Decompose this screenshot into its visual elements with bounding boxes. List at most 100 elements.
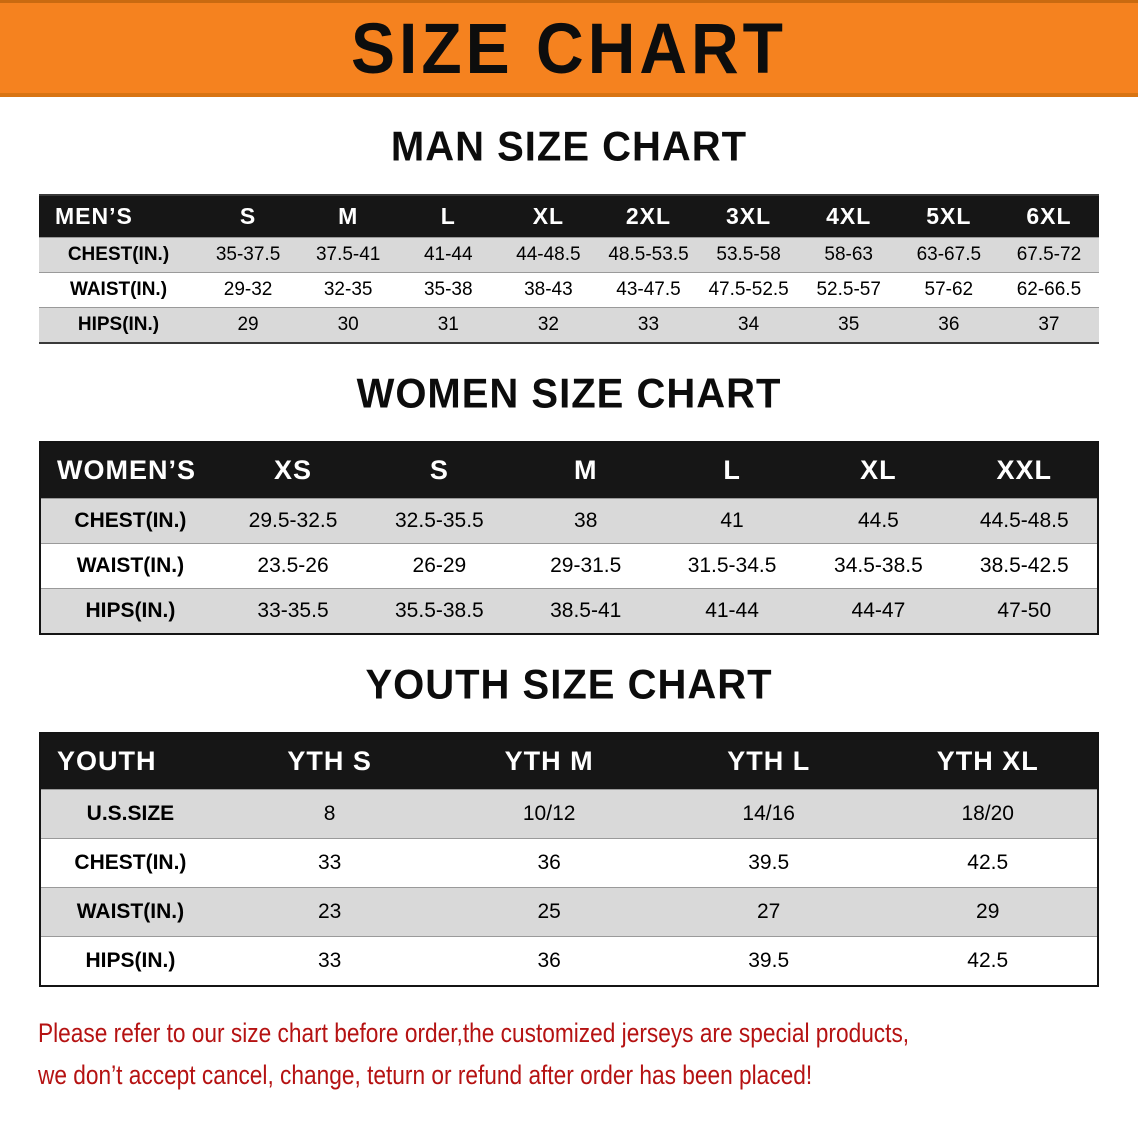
cell-value: 38.5-42.5: [979, 554, 1069, 577]
cell-value: 29: [237, 314, 259, 335]
cell-value: 36: [938, 314, 960, 335]
cell-value: 52.5-57: [816, 279, 881, 300]
cell-value: 29: [976, 900, 1000, 923]
cell-value: 67.5-72: [1016, 244, 1082, 265]
table-row: HIPS(IN.) 33 36 39.5 42.5: [40, 936, 1098, 986]
youth-size-section: YOUTH SIZE CHART YOUTH YTH S YTH M YTH L YTH…: [0, 661, 1138, 987]
cell-value: 33: [317, 851, 342, 874]
cell-value: 43-47.5: [616, 279, 681, 300]
cell-value: 33: [637, 314, 660, 335]
cell-value: 18/20: [961, 802, 1014, 825]
column-header: 3XL: [726, 203, 772, 229]
column-header: XL: [860, 455, 897, 485]
table-row: CHEST(IN.) 29.5-32.5 32.5-35.5 38 41 44.5 44.5…: [40, 498, 1098, 544]
column-header: YTH S: [287, 746, 372, 776]
row-label: HIPS(IN.): [85, 949, 176, 972]
youth-section-title: YOUTH SIZE CHART: [365, 661, 773, 709]
cell-value: 29.5-32.5: [248, 509, 338, 532]
table-row: HIPS(IN.) 29 30 31 32 33 34 35 36 37: [39, 307, 1099, 343]
men-size-table: MEN’S S M L XL 2XL 3XL 4XL 5XL 6XL CHEST(IN.) 35-37…: [39, 194, 1099, 344]
column-header: M: [338, 203, 359, 229]
cell-value: 14/16: [742, 802, 795, 825]
cell-value: 38.5-41: [550, 599, 622, 622]
notice-line-1: Please refer to our size chart before or…: [38, 1018, 910, 1048]
table-header-row: MEN’S S M L XL 2XL 3XL 4XL 5XL 6XL: [39, 195, 1099, 238]
cell-value: 35-37.5: [215, 244, 281, 265]
table-corner-label: YOUTH: [57, 746, 157, 776]
cell-value: 23.5-26: [257, 554, 329, 577]
cell-value: 32: [537, 314, 559, 335]
row-label: HIPS(IN.): [85, 599, 176, 622]
cell-value: 8: [323, 802, 336, 825]
column-header: 6XL: [1026, 203, 1072, 229]
cell-value: 53.5-58: [716, 244, 781, 265]
column-header: M: [573, 455, 598, 485]
cell-value: 35: [838, 314, 860, 335]
column-header: L: [723, 455, 741, 485]
cell-value: 37.5-41: [315, 244, 381, 265]
women-size-table: WOMEN’S XS S M L XL XXL CHEST(IN.) 29.5-32.5 32.5…: [39, 441, 1099, 635]
men-section-title: MAN SIZE CHART: [390, 123, 748, 171]
cell-value: 33: [317, 949, 342, 972]
cell-value: 62-66.5: [1016, 279, 1082, 300]
row-label: WAIST(IN.): [76, 900, 185, 923]
cell-value: 57-62: [924, 279, 974, 300]
table-row: CHEST(IN.) 35-37.5 37.5-41 41-44 44-48.5 48.5…: [39, 237, 1099, 273]
column-header: XXL: [996, 455, 1053, 485]
cell-value: 36: [537, 949, 561, 972]
cell-value: 32-35: [323, 279, 373, 300]
table-row: HIPS(IN.) 33-35.5 35.5-38.5 38.5-41 41-44 44-…: [40, 588, 1098, 634]
row-label: CHEST(IN.): [67, 244, 170, 265]
cell-value: 44-47: [851, 599, 906, 622]
row-label: U.S.SIZE: [86, 802, 175, 825]
women-size-section: WOMEN SIZE CHART WOMEN’S XS S M L XL XXL CHEST(…: [0, 370, 1138, 635]
table-row: CHEST(IN.) 33 36 39.5 42.5: [40, 838, 1098, 888]
cell-value: 37: [1038, 314, 1060, 335]
cell-value: 42.5: [967, 949, 1009, 972]
cell-value: 34: [738, 314, 760, 335]
cell-value: 38-43: [524, 279, 573, 300]
cell-value: 31: [437, 314, 459, 335]
column-header: XL: [532, 203, 565, 229]
column-header: 5XL: [926, 203, 972, 229]
column-header: S: [239, 203, 257, 229]
cell-value: 41-44: [423, 244, 473, 265]
table-header-row: WOMEN’S XS S M L XL XXL: [40, 442, 1098, 499]
notice-line-2: we don’t accept cancel, change, teturn o…: [38, 1059, 813, 1090]
cell-value: 35.5-38.5: [395, 599, 484, 622]
cell-value: 41-44: [705, 599, 759, 622]
cell-value: 44.5: [857, 509, 899, 532]
cell-value: 47.5-52.5: [708, 279, 789, 300]
row-label: WAIST(IN.): [69, 279, 168, 300]
cell-value: 32.5-35.5: [395, 509, 484, 532]
cell-value: 38: [574, 509, 598, 532]
table-corner-label: MEN’S: [55, 203, 133, 229]
cell-value: 29-32: [223, 279, 273, 300]
cell-value: 26-29: [412, 554, 467, 577]
men-size-section: MAN SIZE CHART MEN’S S M L XL 2XL 3XL 4XL 5XL 6XL…: [0, 123, 1138, 344]
cell-value: 23: [317, 900, 342, 923]
cell-value: 39.5: [748, 851, 790, 874]
cell-value: 25: [537, 900, 561, 923]
cell-value: 36: [537, 851, 561, 874]
column-header: YTH M: [504, 746, 594, 776]
cell-value: 63-67.5: [916, 244, 982, 265]
page-title: SIZE CHART: [351, 8, 787, 88]
cell-value: 58-63: [824, 244, 874, 265]
cell-value: 29-31.5: [550, 554, 622, 577]
cell-value: 10/12: [522, 802, 576, 825]
row-label: CHEST(IN.): [74, 509, 187, 532]
table-row: WAIST(IN.) 23 25 27 29: [40, 887, 1098, 937]
column-header: YTH L: [727, 746, 811, 776]
column-header: S: [429, 455, 449, 485]
women-section-title: WOMEN SIZE CHART: [356, 370, 782, 418]
cell-value: 34.5-38.5: [834, 554, 923, 577]
cell-value: 39.5: [748, 949, 790, 972]
table-corner-label: WOMEN’S: [57, 455, 196, 485]
cell-value: 35-38: [423, 279, 473, 300]
column-header: 2XL: [625, 203, 672, 229]
cell-value: 48.5-53.5: [608, 244, 689, 265]
cell-value: 41: [720, 509, 744, 532]
table-row: WAIST(IN.) 23.5-26 26-29 29-31.5 31.5-34.5 34…: [40, 543, 1098, 589]
table-row: U.S.SIZE 8 10/12 14/16 18/20: [40, 789, 1098, 839]
